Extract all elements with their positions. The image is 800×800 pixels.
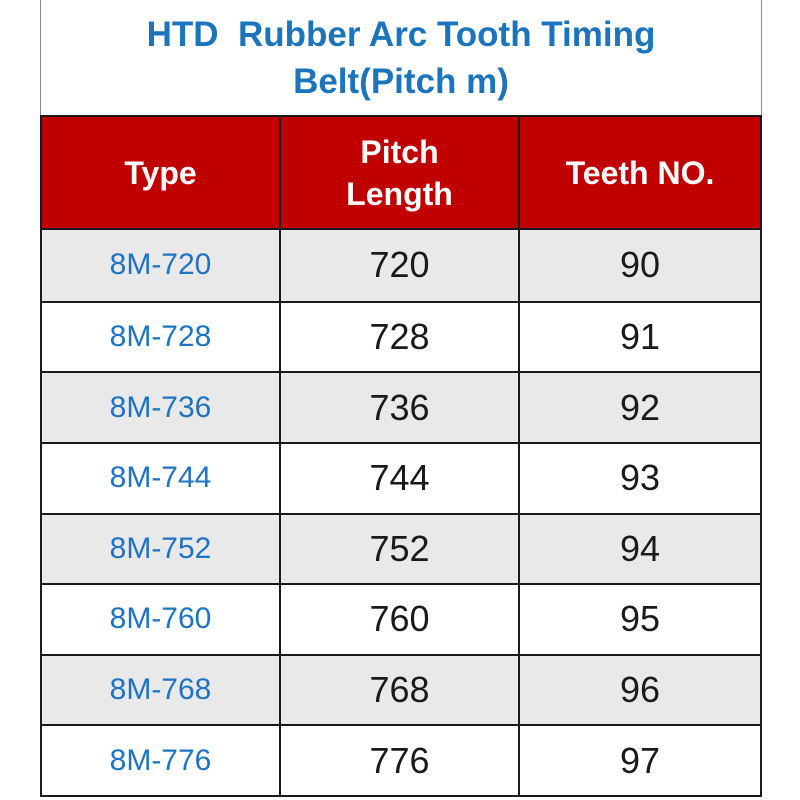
table-row: 8M-776 776 97: [42, 724, 760, 795]
cell-type: 8M-760: [109, 602, 212, 636]
cell-pitch-length: 752: [279, 514, 518, 584]
cell-type: 8M-768: [109, 673, 212, 707]
table-row: 8M-744 744 93: [42, 441, 760, 513]
cell-teeth-no: 96: [518, 655, 760, 725]
table-header: Type Pitch Length Teeth NO.: [40, 115, 762, 230]
cell-pitch-length: 768: [279, 655, 518, 725]
table-row: 8M-736 736 92: [42, 371, 760, 442]
spec-table-body: 8M-720 720 90 8M-728 728 91 8M-736 736 9…: [40, 230, 762, 797]
page-title-line-1: HTD Rubber Arc Tooth Timing: [146, 14, 656, 54]
cell-pitch-length: 744: [279, 443, 518, 513]
cell-type: 8M-720: [109, 248, 212, 282]
cell-pitch-length: 776: [279, 726, 518, 795]
cell-teeth-no: 94: [518, 514, 760, 584]
column-header-teeth-no: Teeth NO.: [518, 117, 760, 228]
table-row: 8M-728 728 91: [42, 300, 760, 372]
table-row: 8M-768 768 96: [42, 653, 760, 725]
cell-type: 8M-752: [109, 531, 212, 565]
cell-type: 8M-728: [109, 319, 212, 353]
cell-teeth-no: 91: [518, 302, 760, 372]
cell-teeth-no: 92: [518, 373, 760, 442]
cell-pitch-length: 760: [279, 585, 518, 654]
cell-teeth-no: 90: [518, 230, 760, 301]
cell-type: 8M-736: [109, 390, 212, 424]
cell-teeth-no: 93: [518, 443, 760, 513]
table-row: 8M-760 760 95: [42, 583, 760, 654]
cell-pitch-length: 728: [279, 302, 518, 372]
spec-sheet: HTD Rubber Arc Tooth Timing Belt(Pitch m…: [40, 0, 762, 797]
cell-teeth-no: 97: [518, 726, 760, 795]
cell-teeth-no: 95: [518, 585, 760, 654]
cell-pitch-length: 720: [279, 230, 518, 301]
cell-type: 8M-744: [109, 461, 212, 495]
table-row: 8M-720 720 90: [42, 230, 760, 301]
page-title-line-2: Belt(Pitch m): [293, 61, 509, 101]
page-title: HTD Rubber Arc Tooth Timing Belt(Pitch m…: [40, 0, 762, 115]
column-header-type: Type: [124, 154, 197, 191]
table-row: 8M-752 752 94: [42, 512, 760, 584]
column-header-pitch-length: Pitch Length: [279, 117, 518, 228]
cell-pitch-length: 736: [279, 373, 518, 442]
cell-type: 8M-776: [109, 743, 212, 777]
